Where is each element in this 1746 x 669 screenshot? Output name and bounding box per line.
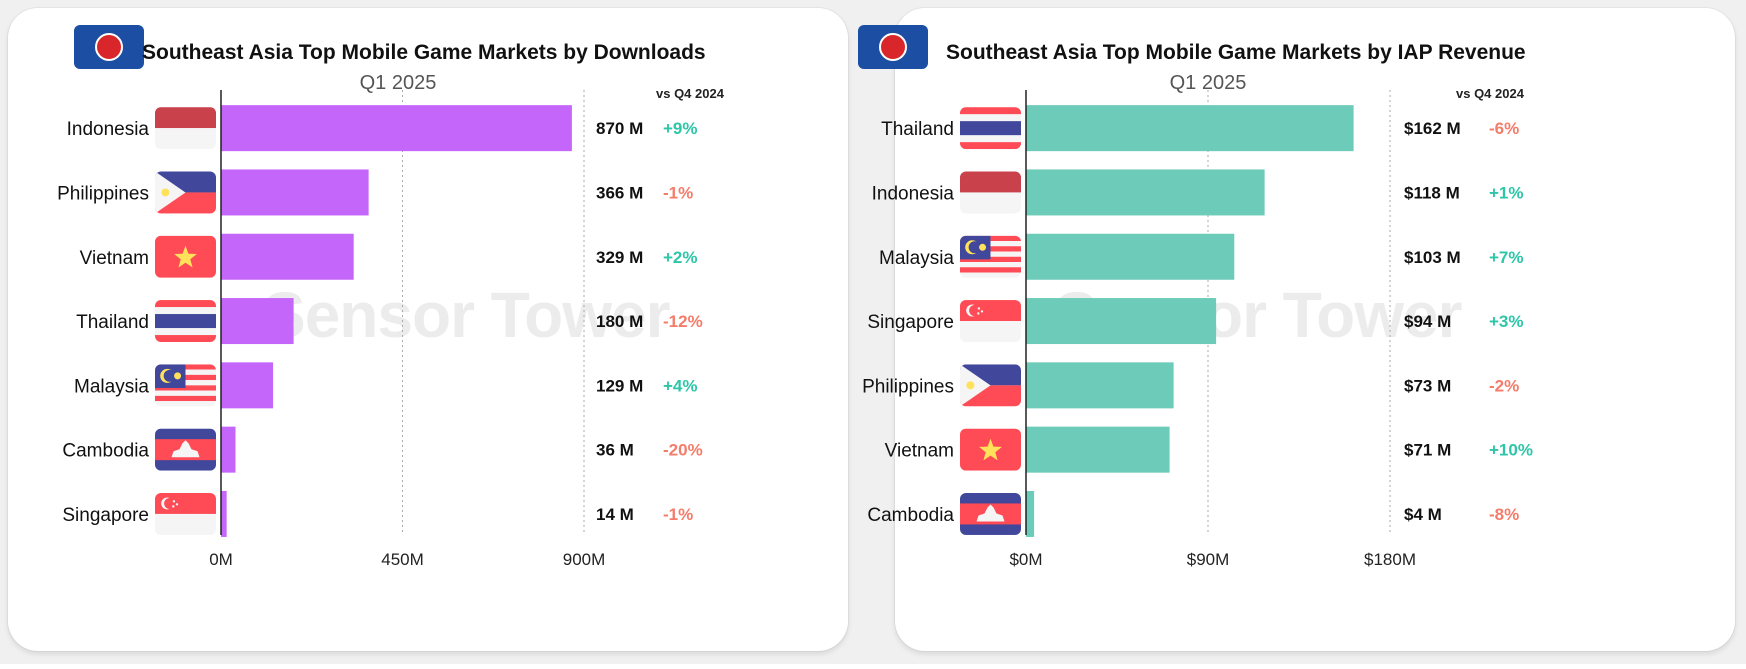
revenue-bar-chart: Thailand $162 M -6% Indonesia $118 M +1% Malay…	[862, 90, 1533, 569]
bar	[221, 362, 274, 409]
value-label: $94 M	[1404, 312, 1451, 331]
bar	[1026, 105, 1354, 152]
change-label: -12%	[663, 312, 703, 331]
chart-title: Southeast Asia Top Mobile Game Markets b…	[142, 41, 706, 64]
revenue-chart-panel: Southeast Asia Top Mobile Game Markets b…	[858, 8, 1735, 651]
category-label: Indonesia	[67, 119, 150, 140]
change-header: vs Q4 2024	[1456, 86, 1524, 101]
malaysia-flag-icon	[155, 364, 216, 407]
value-label: 14 M	[596, 505, 634, 524]
category-label: Singapore	[867, 312, 954, 333]
philippines-flag-icon	[960, 364, 1021, 407]
downloads-bar-chart: Indonesia 870 M +9% Philippines 366 M -1% Viet…	[57, 90, 703, 569]
malaysia-flag-icon	[960, 235, 1021, 278]
category-label: Cambodia	[62, 441, 149, 462]
change-header: vs Q4 2024	[656, 86, 724, 101]
bar	[1026, 169, 1265, 216]
watermark: Sensor Tower	[263, 279, 670, 351]
vietnam-flag-icon	[960, 428, 1021, 471]
singapore-flag-icon	[155, 492, 216, 535]
x-tick-label: $90M	[1187, 550, 1230, 569]
value-label: $162 M	[1404, 119, 1461, 138]
category-label: Vietnam	[885, 441, 954, 462]
change-label: +7%	[1489, 248, 1524, 267]
indonesia-flag-icon	[155, 107, 216, 150]
change-label: +1%	[1489, 183, 1524, 202]
chart-subtitle: Q1 2025	[1169, 72, 1247, 94]
chart-title: Southeast Asia Top Mobile Game Markets b…	[946, 41, 1526, 64]
change-label: +10%	[1489, 441, 1533, 460]
category-label: Philippines	[57, 183, 149, 204]
value-label: 36 M	[596, 441, 634, 460]
thailand-flag-icon	[960, 107, 1021, 150]
bar	[221, 298, 294, 345]
change-label: -2%	[1489, 376, 1519, 395]
change-label: +3%	[1489, 312, 1524, 331]
category-label: Malaysia	[74, 376, 149, 397]
bar	[221, 233, 354, 280]
x-tick-label: $180M	[1364, 550, 1416, 569]
bar	[1026, 233, 1235, 280]
downloads-chart-panel: Southeast Asia Top Mobile Game Markets b…	[8, 8, 848, 651]
value-label: $71 M	[1404, 441, 1451, 460]
philippines-flag-icon	[155, 171, 216, 214]
singapore-flag-icon	[960, 300, 1021, 343]
page-footer-strip	[0, 664, 1746, 669]
x-tick-label: 450M	[381, 550, 424, 569]
value-label: 129 M	[596, 376, 643, 395]
bar	[1026, 362, 1174, 409]
value-label: 870 M	[596, 119, 643, 138]
thailand-flag-icon	[155, 300, 216, 343]
cambodia-flag-icon	[155, 428, 216, 471]
value-label: 180 M	[596, 312, 643, 331]
change-label: -1%	[663, 505, 693, 524]
x-tick-label: $0M	[1009, 550, 1042, 569]
change-label: +9%	[663, 119, 698, 138]
value-label: $118 M	[1404, 183, 1460, 202]
bar	[1026, 490, 1035, 537]
cambodia-flag-icon	[960, 492, 1021, 535]
change-label: -20%	[663, 441, 703, 460]
vietnam-flag-icon	[155, 235, 216, 278]
category-label: Philippines	[862, 376, 954, 397]
x-tick-label: 0M	[209, 550, 233, 569]
category-label: Vietnam	[80, 248, 149, 269]
value-label: 329 M	[596, 248, 643, 267]
value-label: $103 M	[1404, 248, 1461, 267]
change-label: -8%	[1489, 505, 1519, 524]
x-tick-label: 900M	[563, 550, 606, 569]
bar	[221, 426, 236, 473]
category-label: Thailand	[881, 119, 954, 140]
bar	[221, 169, 369, 216]
indonesia-flag-icon	[960, 171, 1021, 214]
value-label: 366 M	[596, 183, 643, 202]
chart-subtitle: Q1 2025	[359, 72, 437, 94]
value-label: $4 M	[1404, 505, 1442, 524]
value-label: $73 M	[1404, 376, 1451, 395]
change-label: +4%	[663, 376, 698, 395]
category-label: Singapore	[62, 505, 149, 526]
category-label: Indonesia	[872, 183, 955, 204]
bar	[1026, 298, 1217, 345]
category-label: Cambodia	[867, 505, 954, 526]
change-label: -6%	[1489, 119, 1519, 138]
asean-logo-icon	[74, 25, 144, 69]
category-label: Malaysia	[879, 248, 954, 269]
category-label: Thailand	[76, 312, 149, 333]
change-label: +2%	[663, 248, 698, 267]
asean-logo-icon	[858, 25, 928, 69]
bar	[221, 490, 227, 537]
change-label: -1%	[663, 183, 693, 202]
bar	[221, 105, 572, 152]
bar	[1026, 426, 1170, 473]
